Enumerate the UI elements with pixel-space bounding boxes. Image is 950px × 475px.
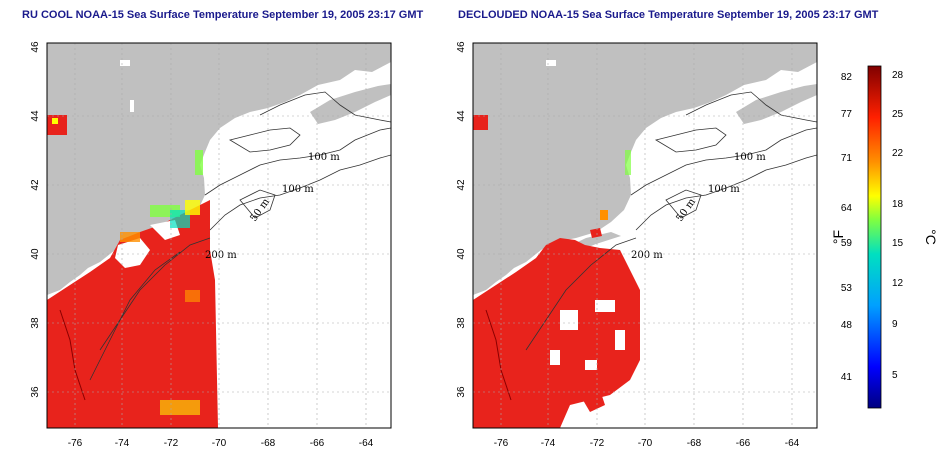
lon-tick-label: -76 [494,438,509,449]
lat-tick-label: 44 [456,110,467,122]
colorbar-f-tick: 41 [841,372,853,383]
grid-lines [47,43,391,428]
right-lon-ticks: -76 -74 -72 -70 -68 -66 -64 [494,438,800,449]
lon-tick-label: -66 [310,438,325,449]
colorbar-f-tick: 53 [841,283,853,294]
lon-tick-label: -64 [785,438,800,449]
celsius-ticks: 28 25 22 18 15 12 9 5 [892,70,904,381]
left-map-frame [46,42,392,429]
colorbar-c-tick: 15 [892,238,904,249]
colorbar-c-tick: 28 [892,70,904,81]
bathymetry-contours [89,91,391,381]
sst-warm-patch [590,228,602,238]
colorbar-f-tick: 64 [841,203,853,214]
lon-tick-label: -74 [115,438,130,449]
lon-tick-label: -72 [164,438,179,449]
lat-tick-label: 44 [30,110,41,122]
right-map-frame [472,42,818,429]
left-lat-ticks: 46 44 42 40 38 36 [30,41,41,398]
land-mass-nova-scotia [736,84,817,124]
lon-tick-label: -68 [687,438,702,449]
celsius-unit-label: °C [923,229,939,245]
sst-warm-patch [580,390,605,412]
lat-tick-label: 40 [30,248,41,260]
colorbar-f-tick: 48 [841,320,853,331]
fahrenheit-ticks: 82 77 71 64 59 53 48 41 [841,72,853,383]
lon-tick-label: -68 [261,438,276,449]
right-map-panel: 100 m 100 m 50 m 200 m [473,43,817,428]
fahrenheit-unit-label: °F [830,230,846,244]
colorbar-c-tick: 25 [892,109,904,120]
sst-warm-region [473,238,640,428]
lat-tick-label: 38 [30,317,41,329]
lat-tick-label: 38 [456,317,467,329]
colorbar-c-tick: 18 [892,199,904,210]
lon-tick-label: -76 [68,438,83,449]
lon-tick-label: -70 [638,438,653,449]
colorbar-c-tick: 12 [892,278,904,289]
lat-tick-label: 40 [456,248,467,260]
colorbar-f-tick: 71 [841,153,853,164]
bathymetry-contours [525,91,817,351]
lon-tick-label: -66 [736,438,751,449]
contour-label: 200 m [631,250,663,261]
lon-tick-label: -72 [590,438,605,449]
lon-tick-label: -74 [541,438,556,449]
colorbar: 82 77 71 64 59 53 48 41 28 25 22 18 15 1… [830,65,939,409]
contour-label: 100 m [708,184,740,195]
contour-label: 100 m [308,152,340,163]
lat-tick-label: 42 [456,179,467,191]
colorbar-f-tick: 77 [841,109,853,120]
colorbar-f-tick: 82 [841,72,853,83]
lon-tick-label: -70 [212,438,227,449]
lon-tick-label: -64 [359,438,374,449]
lat-tick-label: 36 [456,386,467,398]
left-map-panel: 100 m 100 m 50 m 200 m [47,43,391,428]
contour-label: 100 m [734,152,766,163]
grid-lines [473,43,817,428]
lat-tick-label: 42 [30,179,41,191]
right-map-title: DECLOUDED NOAA-15 Sea Surface Temperatur… [458,9,879,21]
lat-tick-label: 46 [456,41,467,53]
contour-label: 100 m [282,184,314,195]
cloud-patch [115,238,150,268]
colorbar-c-tick: 5 [892,370,898,381]
land-mass [473,43,817,295]
lat-tick-label: 46 [30,41,41,53]
cloud-holes [550,300,625,370]
colorbar-gradient [867,65,882,409]
land-mass-nova-scotia [310,84,391,124]
right-lat-ticks: 46 44 42 40 38 36 [456,41,467,398]
colorbar-f-tick: 59 [841,238,853,249]
left-map-title: RU COOL NOAA-15 Sea Surface Temperature … [22,9,424,21]
colorbar-c-tick: 9 [892,319,898,330]
colorbar-c-tick: 22 [892,148,904,159]
sst-noise [47,115,203,415]
lat-tick-label: 36 [30,386,41,398]
contour-label: 200 m [205,250,237,261]
left-lon-ticks: -76 -74 -72 -70 -68 -66 -64 [68,438,374,449]
